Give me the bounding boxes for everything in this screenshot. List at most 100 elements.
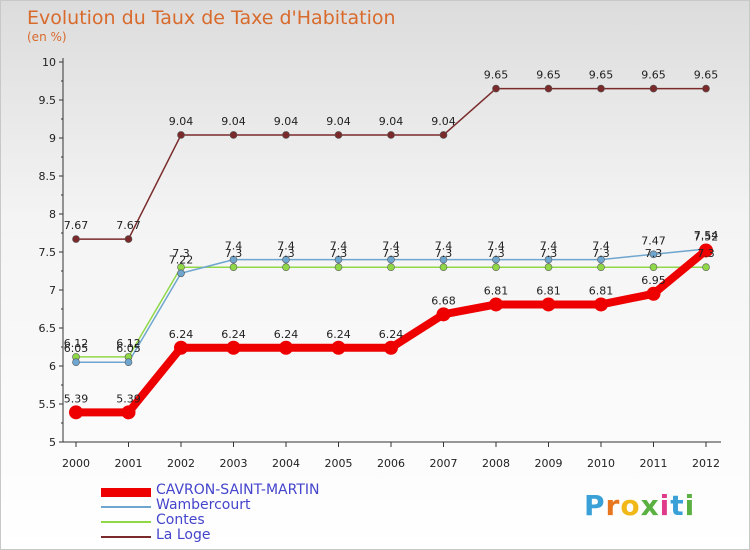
data-point — [229, 131, 238, 139]
logo-letter: o — [620, 489, 641, 522]
data-point — [387, 131, 395, 139]
legend-swatch — [101, 536, 151, 538]
data-label: 7.3 — [540, 247, 558, 260]
data-point — [492, 255, 500, 264]
data-point — [439, 263, 448, 272]
legend-swatch — [101, 506, 151, 508]
data-point — [594, 297, 608, 312]
data-label: 7.3 — [435, 247, 453, 260]
data-label: 7.3 — [172, 247, 190, 260]
x-tick-label: 2011 — [640, 457, 668, 470]
data-label: 7.4 — [487, 240, 505, 253]
data-point — [72, 358, 80, 367]
data-point — [597, 84, 605, 93]
data-label: 9.65 — [484, 69, 509, 82]
data-point — [174, 340, 188, 355]
data-point — [649, 250, 658, 259]
data-label: 7.4 — [540, 240, 558, 253]
data-label: 7.4 — [592, 240, 610, 253]
data-point — [226, 340, 241, 355]
data-point — [387, 255, 395, 264]
y-tick-label: 6 — [49, 360, 56, 373]
data-point — [282, 263, 290, 272]
data-point — [121, 405, 136, 420]
y-tick-label: 7.5 — [39, 246, 57, 259]
x-tick-label: 2001 — [115, 457, 143, 470]
data-point — [387, 263, 395, 272]
data-point — [492, 263, 500, 272]
data-label: 6.05 — [64, 342, 89, 355]
data-label: 7.54 — [694, 229, 719, 242]
y-tick-label: 7 — [49, 284, 56, 297]
y-tick-label: 8 — [49, 208, 56, 221]
data-point — [72, 235, 80, 243]
data-label: 6.24 — [326, 328, 351, 341]
data-point — [597, 263, 605, 272]
data-label: 9.65 — [694, 69, 719, 82]
legend-label: Contes — [156, 512, 205, 528]
data-label: 9.04 — [379, 115, 404, 128]
data-label: 6.95 — [641, 274, 666, 287]
data-label: 7.3 — [592, 247, 610, 260]
x-tick-label: 2004 — [272, 457, 300, 470]
data-label: 7.3 — [382, 247, 400, 260]
data-point — [649, 263, 658, 272]
chart-title: Evolution du Taux de Taxe d'Habitation — [27, 7, 396, 29]
data-point — [177, 131, 185, 139]
data-point — [492, 84, 500, 93]
y-tick-label: 9.5 — [39, 94, 57, 107]
logo-letter: r — [605, 489, 621, 522]
data-label: 7.4 — [225, 240, 243, 253]
data-point — [229, 255, 238, 264]
data-point — [334, 263, 343, 272]
data-label: 7.52 — [694, 230, 719, 243]
data-point — [331, 340, 346, 355]
logo-letter: t — [670, 489, 685, 522]
data-label: 7.3 — [487, 247, 505, 260]
logo-letter: i — [659, 489, 671, 522]
data-label: 9.04 — [274, 115, 299, 128]
data-label: 6.24 — [169, 328, 194, 341]
logo-letter: P — [584, 489, 606, 522]
data-point — [649, 84, 658, 93]
data-label: 7.67 — [64, 219, 89, 232]
data-label: 6.24 — [379, 328, 404, 341]
y-tick-label: 8.5 — [39, 170, 57, 183]
data-label: 5.39 — [116, 392, 141, 405]
data-point — [282, 255, 290, 264]
data-point — [646, 286, 661, 301]
data-label: 9.65 — [589, 69, 614, 82]
data-label: 7.67 — [116, 219, 141, 232]
data-point — [702, 263, 710, 272]
data-point — [279, 340, 293, 355]
legend-swatch — [101, 487, 151, 497]
y-tick-label: 5 — [49, 436, 56, 449]
data-point — [544, 84, 553, 93]
data-point — [489, 297, 503, 312]
data-label: 6.24 — [274, 328, 299, 341]
data-point — [124, 358, 133, 367]
data-point — [699, 243, 713, 258]
y-tick-label: 6.5 — [39, 322, 57, 335]
data-label: 7.22 — [169, 253, 194, 266]
data-label: 6.81 — [536, 284, 561, 297]
legend-label: CAVRON-SAINT-MARTIN — [156, 482, 320, 498]
data-point — [282, 131, 290, 139]
data-label: 7.3 — [330, 247, 348, 260]
data-label: 7.3 — [697, 247, 715, 260]
data-point — [702, 84, 710, 93]
data-label: 9.65 — [536, 69, 561, 82]
x-tick-label: 2012 — [692, 457, 720, 470]
x-tick-label: 2002 — [167, 457, 195, 470]
data-label: 7.3 — [277, 247, 295, 260]
data-label: 6.68 — [431, 294, 456, 307]
data-label: 6.05 — [116, 342, 141, 355]
y-tick-label: 5.5 — [39, 398, 57, 411]
data-label: 7.4 — [382, 240, 400, 253]
data-label: 9.04 — [221, 115, 246, 128]
legend-label: Wambercourt — [156, 497, 251, 513]
x-tick-label: 2006 — [377, 457, 405, 470]
y-tick-label: 9 — [49, 132, 56, 145]
x-tick-label: 2007 — [430, 457, 458, 470]
data-label: 6.24 — [221, 328, 246, 341]
